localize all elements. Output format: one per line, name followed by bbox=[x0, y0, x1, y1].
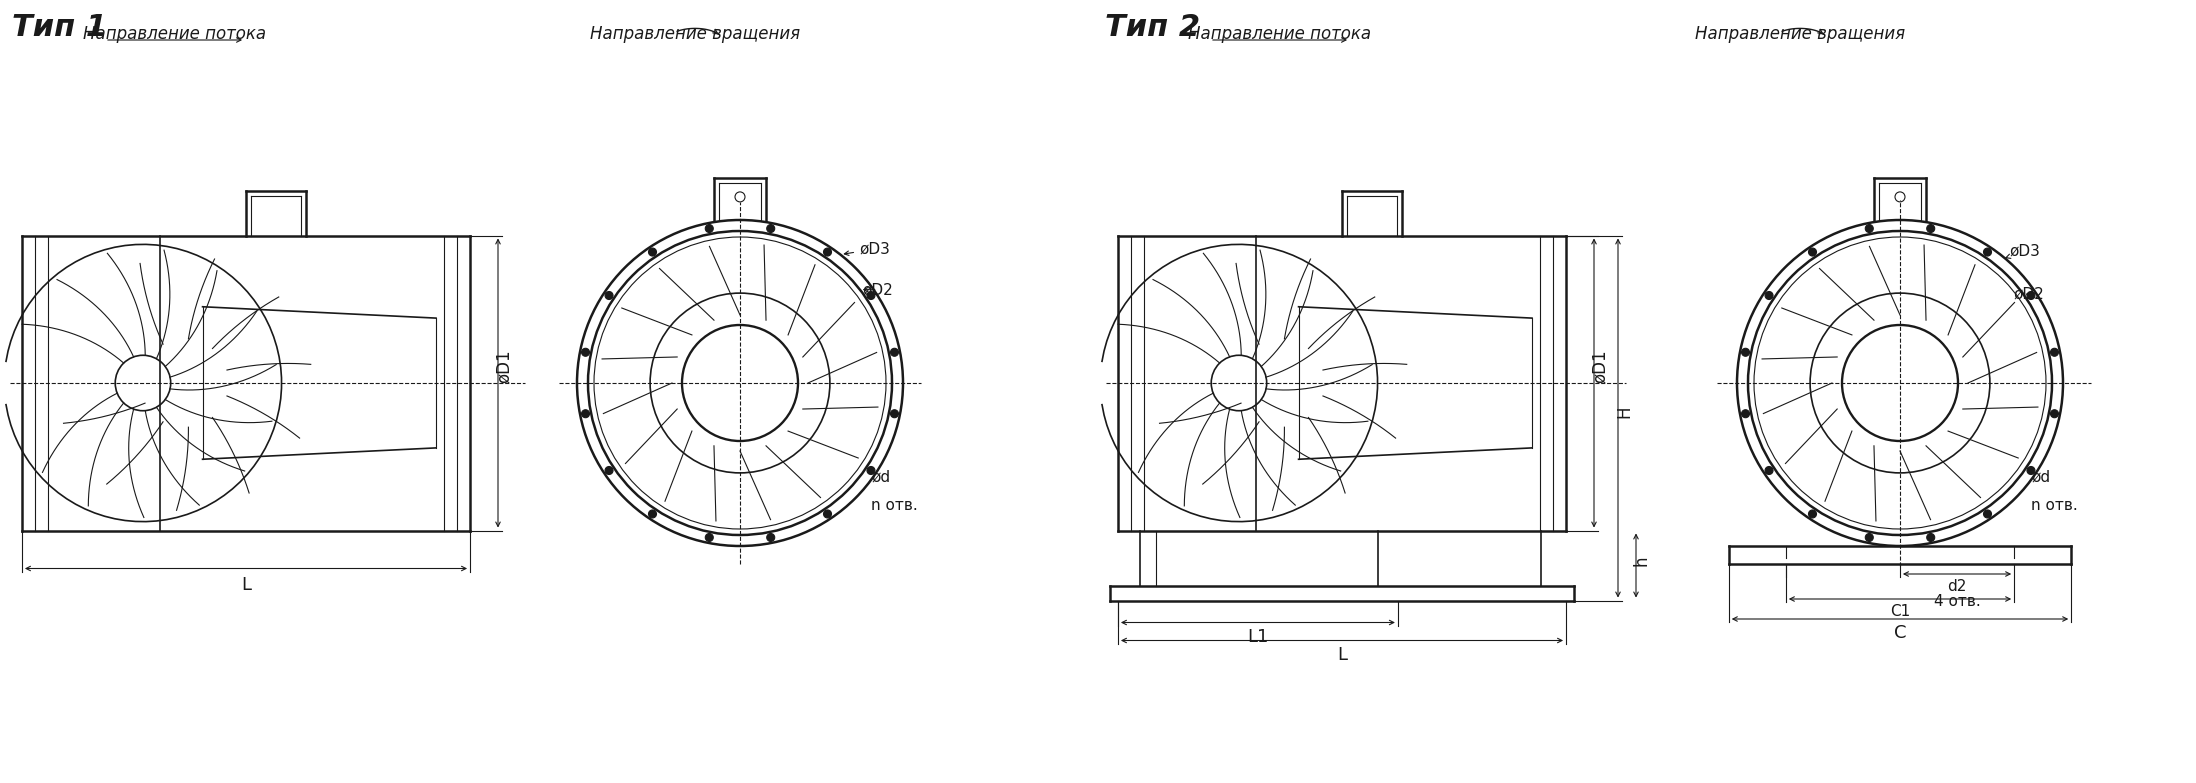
Circle shape bbox=[1766, 467, 1772, 474]
Circle shape bbox=[606, 467, 613, 474]
Text: ød: ød bbox=[872, 469, 889, 485]
Circle shape bbox=[1983, 248, 1992, 256]
Text: n отв.: n отв. bbox=[2031, 499, 2077, 514]
Text: H: H bbox=[1614, 406, 1634, 418]
Text: L: L bbox=[1337, 647, 1346, 665]
Text: n отв.: n отв. bbox=[872, 499, 918, 514]
Text: Направление вращения: Направление вращения bbox=[591, 25, 799, 43]
Circle shape bbox=[1766, 291, 1772, 300]
Circle shape bbox=[2027, 467, 2036, 474]
Text: 4 отв.: 4 отв. bbox=[1935, 594, 1981, 609]
Circle shape bbox=[1864, 533, 1873, 542]
Text: ød: ød bbox=[2031, 469, 2051, 485]
Circle shape bbox=[2051, 410, 2058, 417]
Circle shape bbox=[867, 291, 874, 300]
Circle shape bbox=[582, 348, 589, 356]
Circle shape bbox=[1741, 348, 1750, 356]
Text: Направление потока: Направление потока bbox=[1188, 25, 1372, 43]
Circle shape bbox=[2051, 348, 2058, 356]
Text: Направление потока: Направление потока bbox=[83, 25, 266, 43]
Circle shape bbox=[1810, 248, 1816, 256]
Text: Тип 2: Тип 2 bbox=[1105, 13, 1201, 42]
Text: Тип 1: Тип 1 bbox=[11, 13, 108, 42]
Circle shape bbox=[2027, 291, 2036, 300]
Text: øD2: øD2 bbox=[2014, 287, 2044, 302]
Text: C1: C1 bbox=[1891, 604, 1911, 619]
Circle shape bbox=[889, 410, 898, 417]
Circle shape bbox=[889, 348, 898, 356]
Circle shape bbox=[1983, 510, 1992, 518]
Circle shape bbox=[1926, 533, 1935, 542]
Text: øD3: øD3 bbox=[843, 242, 889, 257]
Circle shape bbox=[1926, 225, 1935, 233]
Circle shape bbox=[705, 225, 714, 233]
Circle shape bbox=[1810, 510, 1816, 518]
Text: øD3: øD3 bbox=[2005, 244, 2040, 258]
Text: øD1: øD1 bbox=[1590, 349, 1610, 383]
Circle shape bbox=[824, 510, 832, 518]
Circle shape bbox=[1741, 410, 1750, 417]
Circle shape bbox=[582, 410, 589, 417]
Text: h: h bbox=[1634, 555, 1651, 565]
Text: d2: d2 bbox=[1948, 579, 1968, 594]
Circle shape bbox=[766, 225, 775, 233]
Circle shape bbox=[606, 291, 613, 300]
Text: øD1: øD1 bbox=[494, 349, 514, 383]
Circle shape bbox=[867, 467, 874, 474]
Text: C: C bbox=[1893, 624, 1906, 642]
Circle shape bbox=[648, 248, 657, 256]
Text: L: L bbox=[242, 576, 250, 594]
Circle shape bbox=[705, 533, 714, 542]
Circle shape bbox=[766, 533, 775, 542]
Circle shape bbox=[824, 248, 832, 256]
Circle shape bbox=[1864, 225, 1873, 233]
Circle shape bbox=[648, 510, 657, 518]
Text: L1: L1 bbox=[1247, 629, 1269, 647]
Text: Направление вращения: Направление вращения bbox=[1695, 25, 1906, 43]
Text: øD2: øD2 bbox=[863, 283, 894, 298]
